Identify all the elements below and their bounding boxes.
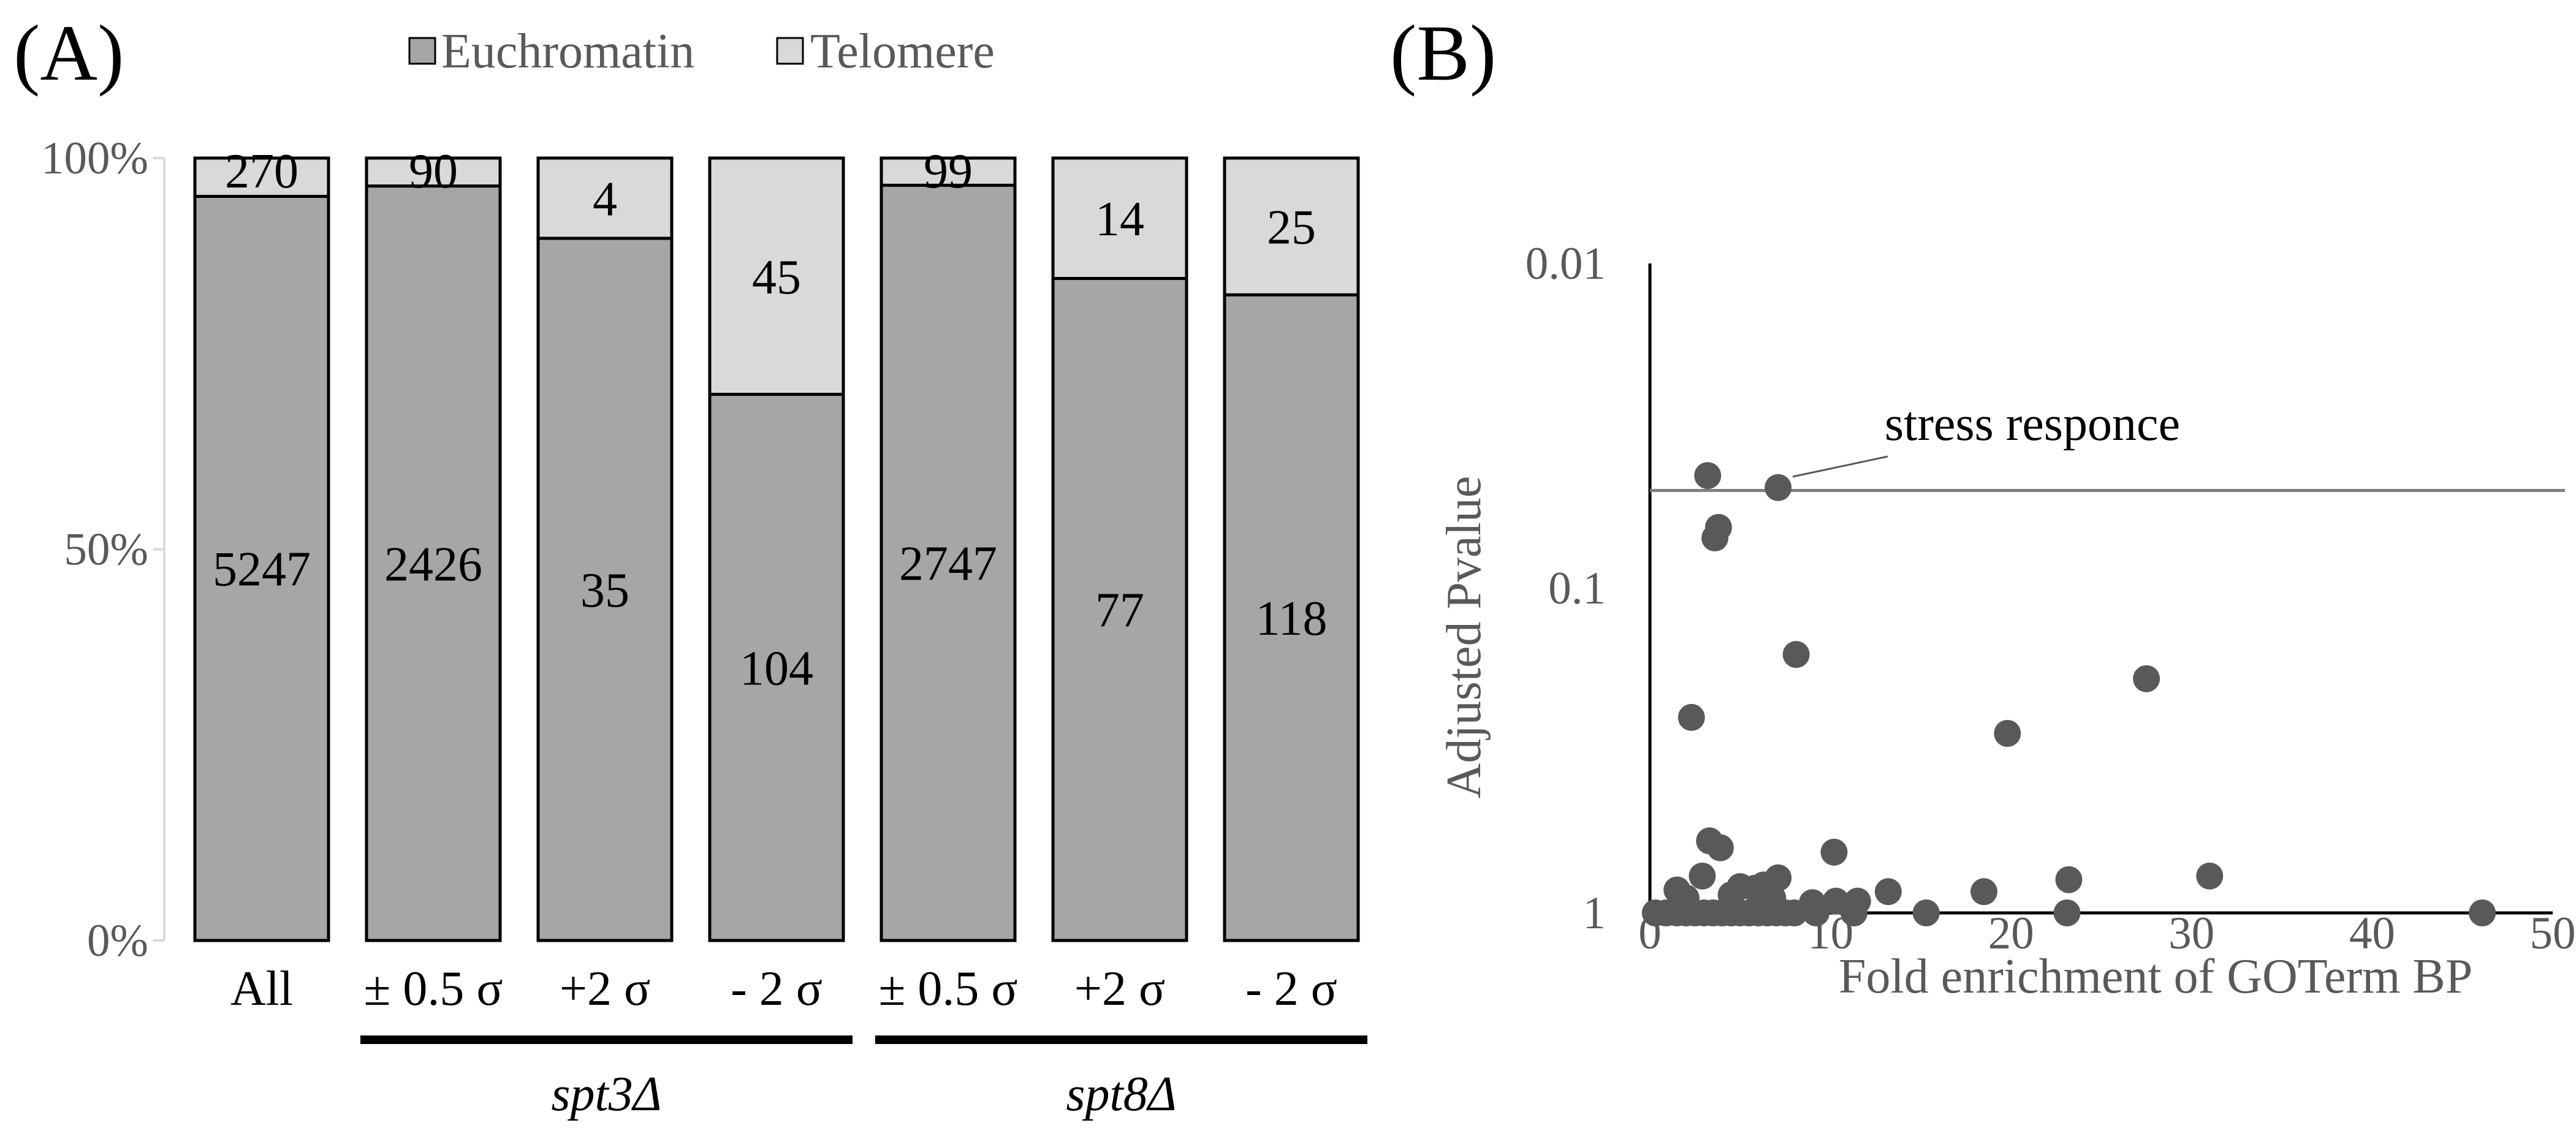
panel-b-label: (B) (1390, 9, 1496, 97)
data-label-euchromatin: 35 (580, 564, 629, 618)
legend-label-telomere: Telomere (810, 25, 995, 78)
data-label-telomere: 14 (1095, 192, 1144, 246)
group-brackets: spt3Δ spt8Δ (360, 1035, 1367, 1121)
bar-outline (1223, 156, 1360, 942)
legend-swatch-euchromatin (408, 37, 436, 65)
y-ticks: 0% 50% 100% (41, 133, 164, 966)
legend-swatch-telomere (776, 37, 804, 65)
category-label: +2 σ (560, 962, 650, 1016)
scatter-point (1803, 899, 1830, 926)
bar-telomere (367, 158, 500, 186)
data-label-euchromatin: 104 (740, 641, 813, 695)
bar-outline (536, 156, 674, 942)
x-tick-label-b: 20 (1988, 908, 2034, 959)
scatter-point (2053, 899, 2081, 926)
bars: 270 5247 90 2426 4 35 45 104 99 2747 14 77 25 118 (193, 145, 1360, 942)
bar-telomere (1225, 158, 1358, 295)
bar-telomere (538, 158, 672, 238)
category-label: - 2 σ (731, 962, 823, 1016)
scatter-point (1677, 703, 1705, 731)
scatter-point (2055, 866, 2083, 893)
x-tick-label-b: 30 (2168, 908, 2214, 959)
bar-euchromatin (710, 394, 843, 940)
scatter-point (1874, 878, 1902, 906)
x-axis-title: Fold enrichment of GOTerm BP (1839, 950, 2472, 1004)
bar-telomere (881, 158, 1015, 186)
bar-outline (365, 156, 502, 942)
data-label-euchromatin: 2747 (899, 537, 997, 591)
scatter-point (1765, 474, 1792, 501)
data-label-euchromatin: 5247 (213, 543, 311, 597)
legend: Euchromatin Telomere (408, 25, 995, 78)
category-label: ± 0.5 σ (363, 962, 503, 1016)
x-tick-label-b: 50 (2530, 908, 2576, 959)
scatter-point (1994, 719, 2021, 747)
annotation-leader (1792, 455, 1888, 478)
category-label: ± 0.5 σ (878, 962, 1017, 1016)
scatter-point (1694, 462, 1722, 490)
bar-telomere (195, 158, 329, 197)
bar-outline (193, 156, 330, 942)
data-label-euchromatin: 118 (1255, 592, 1327, 646)
panel-a-label: (A) (13, 9, 124, 97)
group-label: spt3Δ (551, 1067, 661, 1121)
bar-outline (708, 156, 845, 942)
scatter-point (2196, 862, 2224, 890)
data-label-euchromatin: 77 (1095, 584, 1144, 638)
bar-euchromatin (881, 185, 1015, 941)
scatter-point (1782, 641, 1810, 668)
scatter-point (1701, 524, 1729, 551)
bar-euchromatin (1225, 295, 1358, 941)
y-tick-label-b: 0.1 (1548, 563, 1606, 614)
bar-telomere (710, 158, 843, 395)
data-label-telomere: 4 (593, 172, 617, 226)
scatter-point (2469, 899, 2496, 926)
category-label: - 2 σ (1245, 962, 1337, 1016)
scatter-point (2133, 665, 2160, 692)
category-label: +2 σ (1074, 962, 1165, 1016)
bar-euchromatin (367, 186, 500, 940)
y-tick-label: 50% (64, 524, 148, 575)
scatter-point (1689, 862, 1716, 890)
bar-telomere (1053, 158, 1187, 279)
data-label-telomere: 45 (752, 251, 801, 305)
y-tick-label-b: 1 (1583, 888, 1606, 939)
data-label-telomere: 25 (1267, 201, 1316, 255)
scatter-point (1780, 899, 1808, 926)
y-tick-label: 100% (41, 133, 148, 184)
y-tick-label: 0% (87, 915, 148, 966)
panel-a: (A) Euchromatin Telomere 0% 50% 100% 270 52… (13, 9, 1367, 1121)
data-label-telomere: 99 (924, 145, 973, 199)
y-axis-title: Adjusted Pvalue (1437, 476, 1491, 799)
bar-euchromatin (195, 196, 329, 941)
x-tick-label-b: 40 (2349, 908, 2395, 959)
group-label: spt8Δ (1066, 1067, 1176, 1121)
category-labels: All ± 0.5 σ +2 σ - 2 σ ± 0.5 σ +2 σ - 2 σ (230, 962, 1337, 1016)
y-tick-label-b: 0.01 (1525, 238, 1606, 289)
legend-label-euchromatin: Euchromatin (441, 25, 694, 78)
panel-b: (B) 0.010.11 0 10 20 30 40 50 Fold enrichment… (1390, 9, 2576, 1004)
y-ticks-b: 0.01 0.1 1 (1525, 238, 1606, 939)
bar-outline (1051, 156, 1188, 942)
scatter-point (1840, 899, 1867, 926)
annotation-stress-response: stress responce (1885, 397, 2180, 451)
scatter-point (1820, 838, 1848, 866)
data-label-telomere: 90 (409, 145, 458, 199)
scatter-points (1641, 462, 2496, 926)
data-label-telomere: 270 (225, 145, 298, 199)
scatter-point (1912, 899, 1940, 926)
bar-euchromatin (538, 238, 672, 940)
category-label: All (230, 962, 293, 1016)
bar-euchromatin (1053, 278, 1187, 940)
bar-outline (880, 156, 1017, 942)
scatter-point (1706, 834, 1734, 861)
scatter-point (1970, 878, 1998, 906)
data-label-euchromatin: 2426 (384, 537, 482, 591)
